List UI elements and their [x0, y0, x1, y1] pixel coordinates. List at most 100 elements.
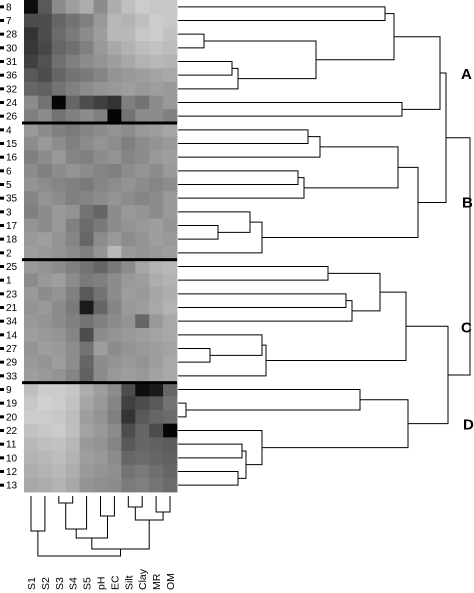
heatmap-cell	[121, 246, 136, 261]
heatmap-cell	[163, 13, 178, 28]
heatmap-cell	[51, 451, 67, 466]
heatmap-cell	[79, 13, 94, 28]
heatmap-cell	[149, 382, 164, 397]
heatmap-cell	[121, 191, 136, 206]
heatmap-cell	[65, 341, 81, 356]
heatmap-cell	[121, 464, 136, 479]
heatmap-cell	[65, 423, 81, 438]
heatmap-cell	[149, 355, 164, 370]
heatmap-cell	[163, 464, 178, 479]
row-tick	[0, 224, 4, 227]
heatmap-cell	[163, 232, 178, 247]
heatmap-cell	[149, 54, 164, 69]
heatmap-cell	[93, 123, 108, 138]
heatmap-cell	[65, 68, 81, 83]
heatmap-cell	[24, 68, 39, 83]
heatmap-cell	[163, 54, 178, 69]
row-tick	[0, 5, 4, 9]
heatmap-cell	[149, 341, 164, 356]
heatmap-cell	[37, 464, 53, 479]
row-tick	[0, 155, 4, 159]
heatmap-cell	[149, 464, 164, 479]
heatmap-cell	[65, 396, 81, 411]
heatmap-cell	[24, 451, 39, 466]
heatmap-cell	[93, 95, 108, 110]
heatmap-cell	[37, 136, 53, 151]
heatmap-cell	[65, 369, 81, 384]
heatmap-cell	[163, 437, 178, 452]
heatmap-cell	[135, 27, 150, 42]
row-tick	[0, 183, 4, 186]
heatmap-cell	[37, 478, 53, 493]
heatmap-cell	[79, 232, 94, 247]
heatmap-cell	[24, 205, 39, 220]
heatmap-cell	[107, 287, 122, 302]
heatmap-cell	[93, 164, 108, 179]
dendrogram-branch	[178, 61, 233, 76]
heatmap-cell	[149, 451, 164, 466]
heatmap-cell	[163, 82, 178, 97]
heatmap-cell	[121, 109, 136, 124]
heatmap-cell	[93, 0, 108, 15]
heatmap-cell	[93, 355, 108, 370]
heatmap-cell	[149, 13, 164, 28]
heatmap-cell	[65, 82, 81, 97]
heatmap-cell	[79, 54, 94, 69]
heatmap-cell	[121, 382, 136, 397]
column-dendrogram-branch	[75, 516, 108, 539]
heatmap-cell	[79, 287, 94, 302]
heatmap-cell	[149, 191, 164, 206]
heatmap-cell	[149, 300, 164, 315]
heatmap-cell	[107, 328, 122, 343]
dendrogram-branch	[178, 170, 299, 185]
row-tick	[0, 169, 4, 173]
dendrogram-branch	[394, 36, 441, 110]
heatmap-cell	[149, 218, 164, 233]
heatmap-cell	[163, 0, 178, 15]
heatmap-cell	[51, 13, 67, 28]
heatmap-cell	[107, 451, 122, 466]
heatmap-cell	[65, 355, 81, 370]
heatmap-cell	[107, 464, 122, 479]
heatmap-cell	[149, 437, 164, 452]
dendrogram-branch	[178, 129, 309, 144]
heatmap-cell	[163, 423, 178, 438]
row-label: 16	[6, 153, 18, 164]
heatmap-cell	[37, 164, 53, 179]
heatmap-cell	[107, 82, 122, 97]
dendrogram-branch	[262, 399, 409, 449]
heatmap-cell	[51, 410, 67, 425]
heatmap-cell	[163, 410, 178, 425]
heatmap-cell	[79, 123, 94, 138]
column-label: S3	[54, 577, 66, 590]
heatmap-cell	[149, 232, 164, 247]
heatmap-cell	[65, 300, 81, 315]
heatmap-cell	[149, 0, 164, 15]
heatmap-cell	[149, 164, 164, 179]
heatmap-cell	[37, 410, 53, 425]
row-label: 21	[6, 303, 18, 314]
heatmap-cell	[24, 246, 39, 261]
heatmap-cell	[65, 273, 81, 288]
row-label: 20	[6, 412, 18, 423]
heatmap-cell	[79, 355, 94, 370]
heatmap-cell	[121, 328, 136, 343]
heatmap-cell	[65, 177, 81, 192]
heatmap-cell	[37, 82, 53, 97]
dendrogram-branch	[446, 137, 471, 376]
dendrogram-branch	[178, 293, 347, 308]
row-tick	[0, 46, 4, 50]
heatmap-cell	[93, 410, 108, 425]
heatmap-cell	[135, 41, 150, 56]
heatmap-cell	[163, 218, 178, 233]
dendrogram-branch	[178, 177, 305, 199]
heatmap-cell	[65, 109, 81, 124]
heatmap-cell	[107, 314, 122, 329]
heatmap-cell	[149, 177, 164, 192]
heatmap-cell	[37, 191, 53, 206]
heatmap-cell	[79, 164, 94, 179]
heatmap-cell	[37, 259, 53, 274]
heatmap-cell	[51, 287, 67, 302]
heatmap-cell	[93, 232, 108, 247]
row-label: 31	[6, 57, 18, 68]
